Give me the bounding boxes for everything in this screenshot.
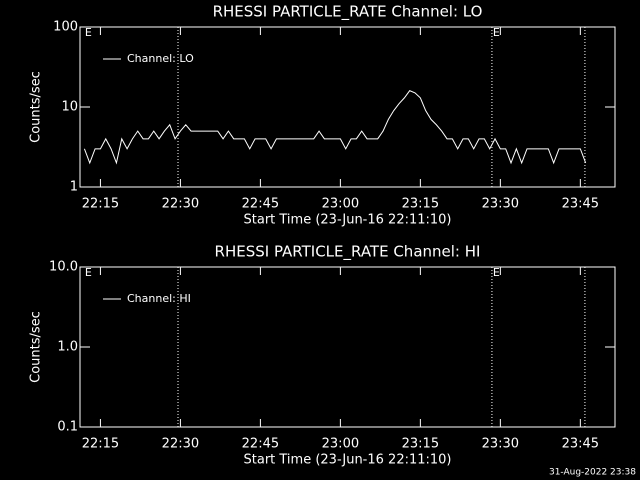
data-line xyxy=(83,90,587,165)
legend-label: Channel: HI xyxy=(127,292,191,305)
plot-frame xyxy=(79,26,616,188)
y-tick-label: 100 xyxy=(53,20,78,35)
x-tick-label: 23:00 xyxy=(322,197,359,212)
x-axis-label: Start Time (23-Jun-16 22:11:10) xyxy=(244,213,452,228)
x-tick-label: 23:15 xyxy=(402,197,439,212)
x-tick-label: 23:45 xyxy=(562,437,599,452)
x-tick-label: 23:00 xyxy=(322,437,359,452)
x-tick-label: 23:45 xyxy=(562,197,599,212)
y-tick-label: 0.1 xyxy=(57,420,78,435)
x-tick-label: 23:15 xyxy=(402,437,439,452)
annotation: E xyxy=(493,26,500,39)
y-axis-label: Counts/sec xyxy=(29,71,44,143)
y-tick-label: 1.0 xyxy=(57,340,78,355)
x-axis-label: Start Time (23-Jun-16 22:11:10) xyxy=(244,453,452,468)
y-axis-label: Counts/sec xyxy=(29,311,44,383)
x-tick-label: 22:45 xyxy=(242,197,279,212)
x-tick-label: 23:30 xyxy=(482,437,519,452)
y-tick-label: 10.0 xyxy=(49,260,78,275)
y-tick-label: 1 xyxy=(70,180,78,195)
x-tick-label: 23:30 xyxy=(482,197,519,212)
chart-title: RHESSI PARTICLE_RATE Channel: LO xyxy=(213,3,483,22)
x-tick-label: 22:30 xyxy=(162,437,199,452)
legend-label: Channel: LO xyxy=(127,52,194,65)
x-tick-label: 22:30 xyxy=(162,197,199,212)
x-tick-label: 22:15 xyxy=(82,197,119,212)
annotation: E xyxy=(493,266,500,279)
chart-title: RHESSI PARTICLE_RATE Channel: HI xyxy=(215,243,481,262)
footer: 31-Aug-2022 23:38 xyxy=(549,468,636,478)
y-tick-label: 10 xyxy=(61,100,78,115)
x-tick-label: 22:15 xyxy=(82,437,119,452)
annotation: E xyxy=(85,26,92,39)
plot-frame xyxy=(79,266,616,428)
x-tick-label: 22:45 xyxy=(242,437,279,452)
annotation: E xyxy=(85,266,92,279)
